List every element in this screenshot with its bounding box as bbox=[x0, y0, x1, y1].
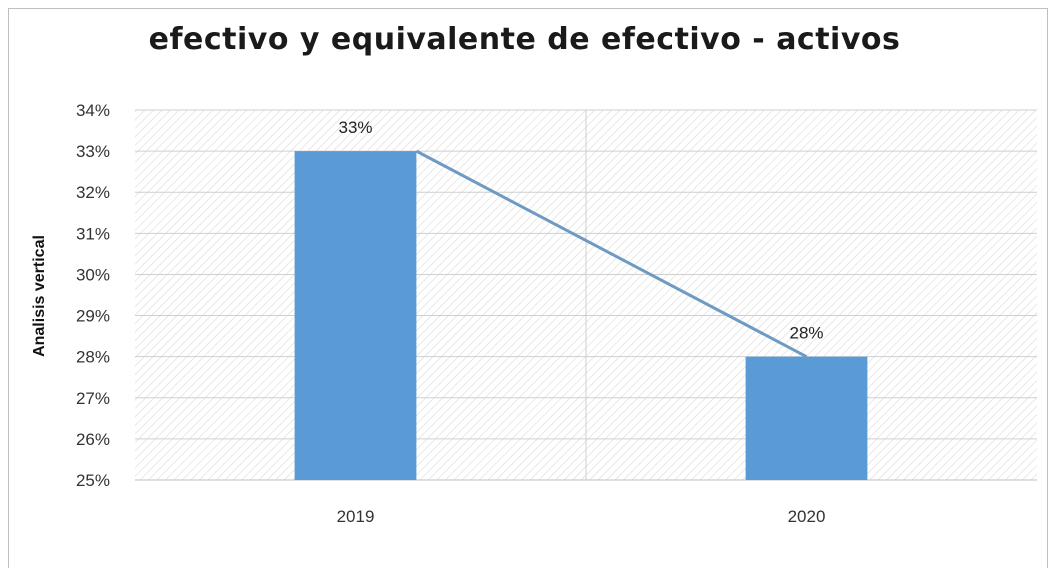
y-tick-label: 25% bbox=[76, 471, 110, 490]
y-tick-label: 28% bbox=[76, 348, 110, 367]
y-axis-ticks: 25% 26% 27% 28% 29% 30% 31% 32% 33% 34% bbox=[76, 101, 110, 490]
x-tick-label: 2020 bbox=[788, 507, 826, 526]
x-tick-label: 2019 bbox=[337, 507, 375, 526]
y-tick-label: 26% bbox=[76, 430, 110, 449]
y-tick-label: 29% bbox=[76, 307, 110, 326]
y-tick-label: 32% bbox=[76, 183, 110, 202]
y-tick-label: 34% bbox=[76, 101, 110, 120]
y-tick-label: 30% bbox=[76, 265, 110, 284]
x-axis-ticks: 2019 2020 bbox=[337, 507, 826, 526]
y-tick-label: 27% bbox=[76, 389, 110, 408]
data-labels: 33% 28% bbox=[338, 118, 823, 343]
bars bbox=[294, 151, 868, 480]
y-tick-label: 31% bbox=[76, 224, 110, 243]
data-label: 28% bbox=[789, 324, 823, 343]
y-tick-label: 33% bbox=[76, 142, 110, 161]
trend-line bbox=[415, 149, 808, 358]
trend-line-path bbox=[415, 149, 808, 358]
chart-title: efectivo y equivalente de efectivo - act… bbox=[148, 22, 901, 57]
gridlines bbox=[135, 109, 1037, 481]
data-label: 33% bbox=[338, 118, 372, 137]
bar bbox=[745, 356, 868, 480]
bar bbox=[294, 151, 417, 480]
